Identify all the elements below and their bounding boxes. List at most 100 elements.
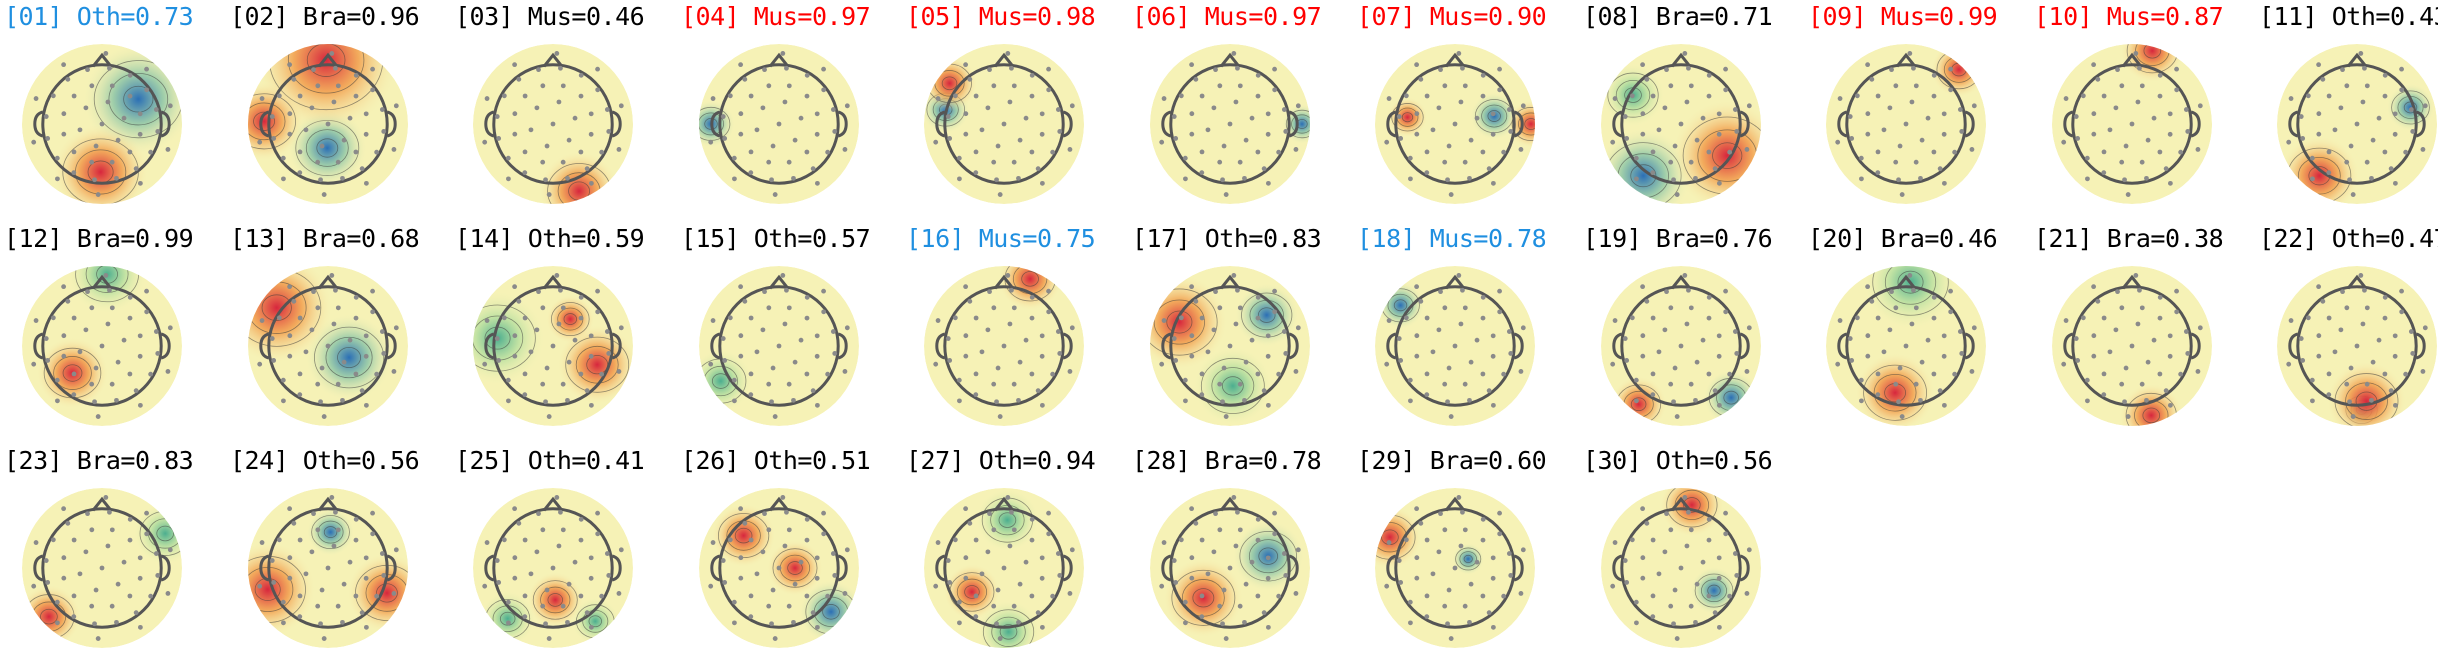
electrode-dot — [1674, 414, 1680, 419]
electrode-dot — [297, 93, 303, 99]
electrode-dot — [1016, 175, 1021, 181]
electrode-dot — [722, 580, 728, 585]
electrode-dot — [540, 305, 546, 311]
component-panel: [26] Oth=0.51 — [681, 446, 906, 668]
right-ear-marker — [837, 110, 848, 138]
electrode-dot — [280, 377, 286, 383]
contour-line — [40, 608, 58, 625]
electrode-dot — [1249, 115, 1255, 121]
electrode-dot — [543, 621, 548, 627]
electrode-dot — [1971, 103, 1977, 109]
electrode-dot — [1688, 159, 1694, 165]
electrode-dot — [505, 377, 511, 383]
electrode-dot — [1023, 559, 1029, 565]
electrode-dot — [2326, 93, 2332, 99]
activation-blob — [998, 266, 1063, 311]
electrode-dot — [1490, 555, 1496, 561]
activation-field — [924, 266, 1084, 426]
electrode-dot — [1265, 402, 1271, 408]
topomap — [1150, 488, 1310, 648]
electrode-dot — [1497, 531, 1503, 537]
electrode-dot — [2326, 371, 2332, 377]
electrode-dot — [2340, 67, 2345, 73]
nose-marker — [993, 496, 1015, 512]
electrode-dot — [766, 381, 772, 387]
electrode-dot — [71, 614, 77, 620]
activation-field — [22, 44, 182, 204]
electrode-dot — [1414, 284, 1420, 290]
nose-marker — [317, 274, 339, 290]
contour-line — [1487, 110, 1501, 122]
electrode-dot — [269, 558, 275, 563]
electrode-dot — [1688, 603, 1694, 609]
activation-field — [1375, 488, 1535, 648]
contour-line — [261, 294, 292, 321]
electrode-dot — [2382, 294, 2388, 300]
electrode-dot — [1017, 137, 1023, 143]
electrode-dot — [1686, 65, 1691, 71]
electrode-dot — [2403, 371, 2409, 377]
electrode-dot — [1869, 298, 1875, 304]
electrode-dot — [2145, 359, 2151, 365]
electrode-dot — [45, 580, 51, 585]
electrode-dot — [1893, 83, 1899, 89]
electrode-dot — [1508, 351, 1514, 356]
electrode-dot — [512, 575, 518, 581]
electrode-dot — [1490, 180, 1496, 186]
component-panel: [23] Bra=0.83 — [4, 446, 229, 668]
electrode-dot — [1161, 318, 1167, 323]
head-outline — [41, 507, 163, 629]
electrode-dot — [2422, 325, 2428, 331]
electrode-dot — [1746, 325, 1752, 331]
component-label: [25] Oth=0.41 — [455, 446, 645, 475]
electrode-dot — [391, 369, 397, 374]
electrode-dot — [1255, 593, 1261, 599]
electrode-dot — [321, 414, 327, 419]
electrode-dot — [2300, 358, 2306, 363]
contour-line — [718, 513, 770, 559]
component-label: [09] Mus=0.99 — [1808, 2, 1998, 31]
electrode-dot — [1700, 337, 1706, 343]
electrode-dot — [1067, 147, 1073, 152]
electrode-dot — [1694, 581, 1700, 587]
electrode-dot — [1948, 87, 1954, 93]
nose-marker — [1219, 274, 1241, 290]
electrode-dot — [1227, 343, 1233, 349]
electrode-dot — [103, 273, 109, 278]
electrode-dot — [1896, 177, 1901, 183]
electrode-dot — [595, 288, 600, 294]
electrode-dot — [762, 67, 767, 73]
electrode-dot — [315, 159, 321, 165]
electrode-dot — [994, 177, 999, 183]
electrode-dot — [1448, 636, 1454, 641]
electrode-dot — [287, 353, 293, 359]
topomap — [924, 488, 1084, 648]
electrode-dot — [1231, 495, 1237, 500]
electrode-dot — [973, 371, 979, 377]
electrode-dot — [945, 336, 951, 341]
electrode-dot — [1688, 305, 1694, 311]
electrode-dot — [99, 565, 105, 571]
component-label: [16] Mus=0.75 — [906, 224, 1096, 253]
left-ear-marker — [2288, 332, 2299, 360]
electrode-dot — [748, 315, 754, 321]
electrode-dot — [1233, 321, 1239, 327]
electrode-dot — [1446, 365, 1452, 371]
electrode-dot — [2316, 333, 2322, 339]
electrode-dot — [1662, 327, 1668, 333]
electrode-dot — [814, 402, 820, 408]
electrode-dot — [772, 636, 778, 641]
electrode-dot — [315, 603, 321, 609]
electrode-dot — [1046, 309, 1052, 315]
electrode-dot — [1193, 76, 1199, 82]
electrode-dot — [560, 527, 566, 533]
electrode-dot — [329, 273, 335, 278]
activation-field — [699, 44, 859, 204]
electrode-dot — [2392, 353, 2398, 359]
electrode-dot — [1716, 353, 1722, 359]
electrode-dot — [1050, 149, 1056, 155]
electrode-dot — [1023, 115, 1029, 121]
electrode-dot — [770, 587, 776, 593]
electrode-dot — [1386, 318, 1392, 323]
electrode-dot — [1490, 131, 1496, 137]
